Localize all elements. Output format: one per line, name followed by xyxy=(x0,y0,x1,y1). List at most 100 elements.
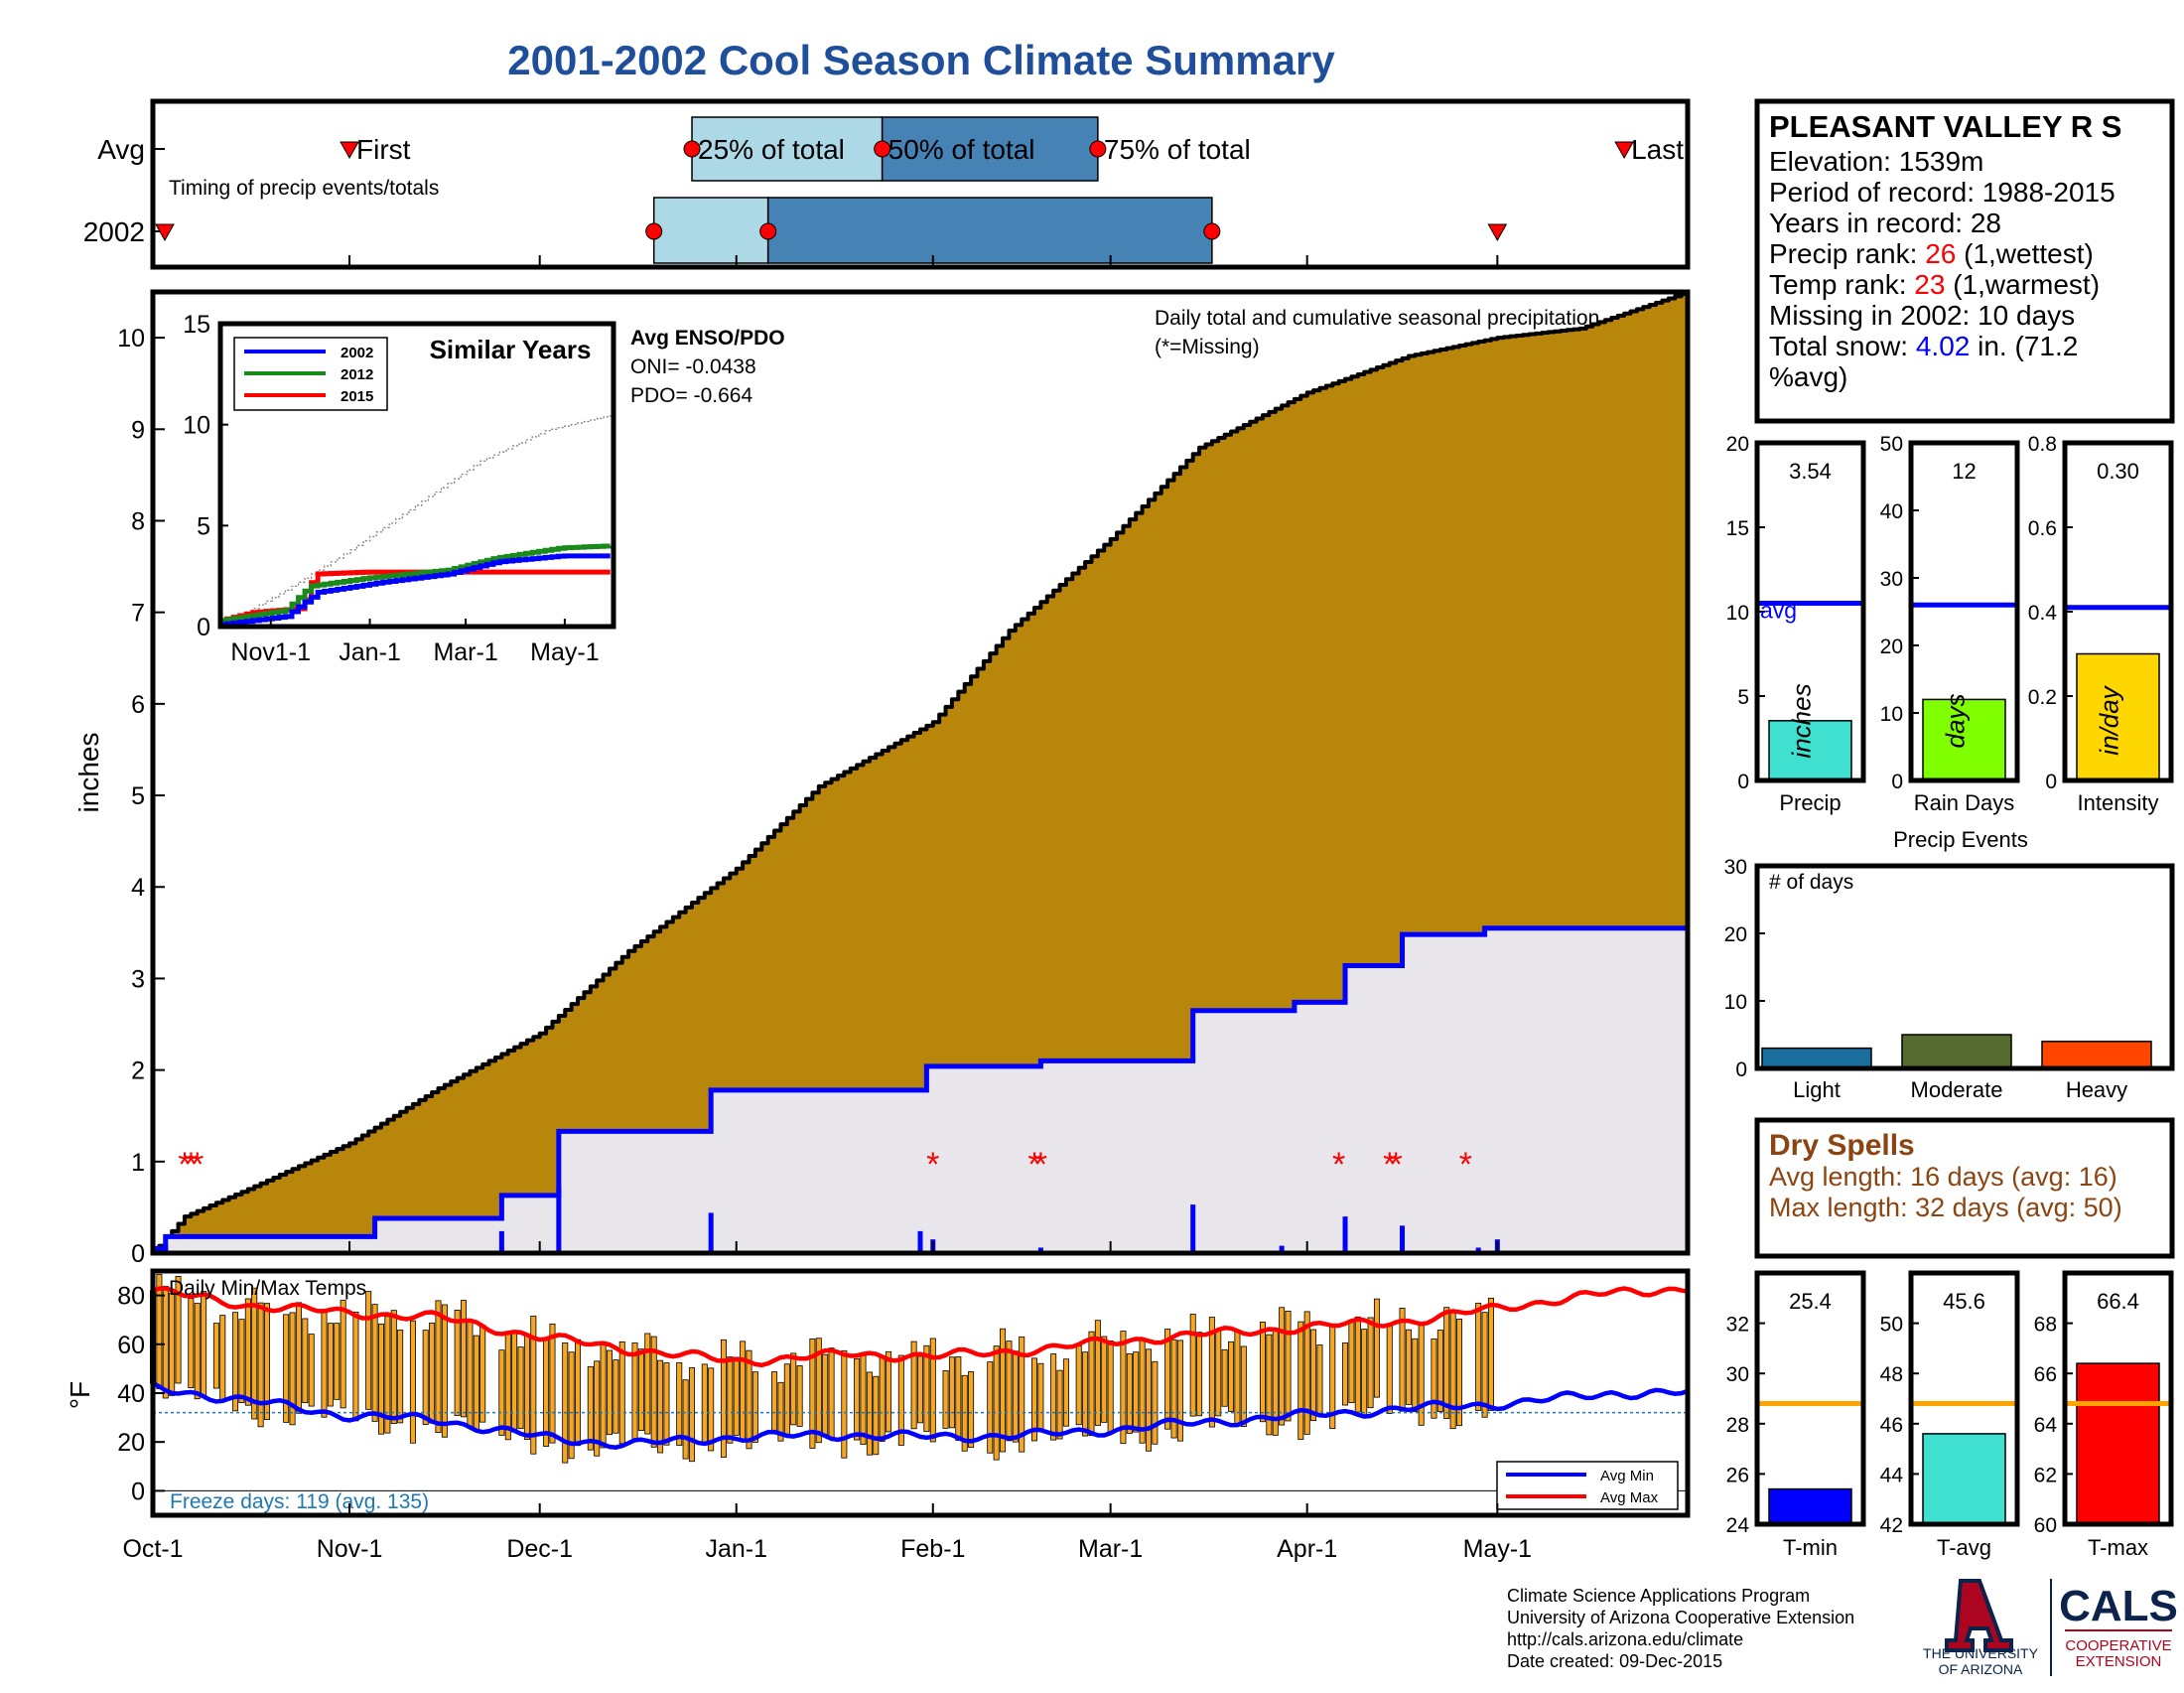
temp-day-bar xyxy=(327,1323,334,1407)
intensity-tick-label: 0.4 xyxy=(2028,602,2058,625)
temp-day-bar xyxy=(232,1312,239,1412)
legend-label-2012: 2012 xyxy=(341,366,373,383)
temp-day-bar xyxy=(873,1375,880,1456)
avg-q25-q50-box xyxy=(691,116,884,182)
temp-day-bar xyxy=(523,1334,530,1440)
temp-day-bar xyxy=(257,1302,264,1428)
temp-day-bar xyxy=(1354,1316,1361,1413)
daily-precip-bar xyxy=(1037,1247,1043,1253)
precip-rank-note: (1,wettest) xyxy=(1964,238,2094,269)
temp-day-bar xyxy=(1126,1353,1133,1434)
y2002-q75-marker xyxy=(1203,222,1221,240)
t-max-tick-label: 66 xyxy=(2034,1363,2057,1386)
temp-day-bar xyxy=(740,1340,747,1443)
station-name: PLEASANT VALLEY R S xyxy=(1769,109,2121,144)
daily-precip-bar xyxy=(1342,1216,1348,1253)
temp-day-bar xyxy=(1475,1302,1482,1411)
avg-q25-marker xyxy=(683,140,701,158)
footer-line4: Date created: 09-Dec-2015 xyxy=(1507,1651,1722,1671)
temp-day-bar xyxy=(371,1304,378,1422)
temp-day-bar xyxy=(1196,1332,1203,1417)
inset-avg-line xyxy=(220,415,612,628)
precip-tick-label: 10 xyxy=(1726,602,1749,625)
temp-day-bar xyxy=(334,1323,341,1400)
precip-avg-label: avg xyxy=(1760,598,1797,624)
temp-day-bar xyxy=(1266,1334,1273,1436)
event-bar-moderate xyxy=(1901,1034,2012,1069)
temp-day-bar xyxy=(308,1334,315,1407)
missing-asterisk: * xyxy=(185,1146,198,1184)
events-y-tick-label: 30 xyxy=(1724,856,1747,879)
temp-day-bar xyxy=(606,1349,613,1436)
snow-label: Total snow: xyxy=(1769,331,1908,361)
intensity-tick-label: 0.2 xyxy=(2028,686,2057,709)
avg-q75-marker xyxy=(1089,140,1107,158)
t-avg-tick-label: 44 xyxy=(1880,1464,1904,1486)
snow-value: 4.02 xyxy=(1916,331,1971,361)
temp-day-bar xyxy=(1145,1348,1152,1452)
temp-day-bar xyxy=(549,1323,556,1444)
oni-value: ONI= -0.0438 xyxy=(630,355,756,378)
precip-y-tick-label: 3 xyxy=(131,965,145,993)
snow-percent: %avg) xyxy=(1769,361,1847,392)
temp-day-bar xyxy=(613,1359,619,1434)
temp-day-bar xyxy=(435,1300,442,1434)
missing-asterisk: * xyxy=(1332,1146,1345,1184)
inset-y-tick-label: 10 xyxy=(183,412,210,440)
dry-spells-box: Dry Spells Avg length: 16 days (avg: 16)… xyxy=(1754,1117,2175,1259)
intensity-bar xyxy=(2076,652,2160,781)
freeze-days-text: Freeze days: 119 (avg. 135) xyxy=(170,1490,429,1513)
temp-day-bar xyxy=(1361,1329,1368,1418)
temp-day-bar xyxy=(1373,1298,1380,1398)
temp-day-bar xyxy=(1056,1369,1063,1440)
x-tick-label: May-1 xyxy=(1463,1535,1532,1563)
temp-day-bar xyxy=(746,1349,752,1450)
temp-day-bar xyxy=(244,1298,251,1406)
temp-day-bar xyxy=(568,1351,575,1460)
cals-logo-text: CALS xyxy=(2059,1582,2178,1630)
precip-y-ticks: 0 1 2 3 4 5 6 7 8 9 10 xyxy=(117,325,165,1268)
y2002-cumulative-line xyxy=(150,925,1688,1253)
temp-day-bar xyxy=(771,1371,778,1434)
temp-y-tick-label: 0 xyxy=(131,1478,145,1505)
rain-days-tick-label: 30 xyxy=(1880,568,1903,591)
events-ticks: Light Moderate Heavy 0 10 20 30 xyxy=(1724,856,2128,1102)
temp-day-bar xyxy=(321,1309,328,1418)
precip-y-tick-label: 6 xyxy=(131,691,145,719)
pct50-label: 50% of total xyxy=(888,134,1035,165)
t-avg-tick-label: 46 xyxy=(1880,1414,1903,1437)
temp-day-bar xyxy=(689,1366,696,1463)
temp-day-bar xyxy=(1443,1307,1450,1419)
temp-day-bar xyxy=(1152,1360,1159,1445)
temp-day-bar xyxy=(644,1333,651,1435)
inset-y-tick-label: 5 xyxy=(197,512,210,540)
t-max-value: 66.4 xyxy=(2097,1289,2139,1314)
inset-x-tick-label: Mar-1 xyxy=(433,638,497,666)
temp-day-bar xyxy=(1412,1338,1419,1413)
avg-q50-marker xyxy=(874,140,891,158)
dry-spells-frame xyxy=(1754,1117,2175,1259)
precip-tick-label: 20 xyxy=(1726,433,1749,456)
temp-legend-box xyxy=(1496,1461,1679,1510)
temp-day-bar xyxy=(530,1315,537,1455)
avg-last-marker xyxy=(1614,141,1634,160)
t-max-panel: 66.4 60 62 64 66 68 T-max xyxy=(2034,1270,2174,1560)
precip-tick-label: 0 xyxy=(1737,771,1749,793)
temp-day-bar xyxy=(1215,1329,1222,1417)
temp-day-bar xyxy=(968,1370,975,1448)
missing-asterisk: * xyxy=(178,1146,191,1184)
temp-day-bar xyxy=(676,1361,683,1446)
temp-day-bar xyxy=(575,1339,582,1447)
temp-day-bar xyxy=(1208,1317,1215,1428)
inset-y-tick-label: 15 xyxy=(183,311,210,339)
pdo-value: PDO= -0.664 xyxy=(630,384,752,407)
temp-rank-label: Temp rank: xyxy=(1769,269,1907,300)
inset-frame xyxy=(217,321,616,630)
t-max-tick-label: 68 xyxy=(2034,1314,2057,1337)
temp-day-bar xyxy=(517,1346,524,1430)
x-axis-ticks: Oct-1 Nov-1 Dec-1 Jan-1 Feb-1 Mar-1 Apr-1 May-1 xyxy=(122,255,1532,1563)
precip-y-tick-label: 0 xyxy=(131,1240,145,1268)
x-tick-label: Jan-1 xyxy=(705,1535,767,1563)
t-avg-bar xyxy=(1922,1433,2006,1525)
